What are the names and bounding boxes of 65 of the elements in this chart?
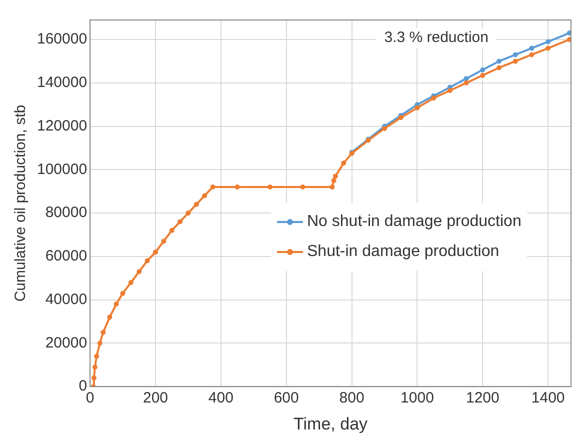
point: [114, 302, 119, 307]
point: [546, 39, 551, 44]
point: [464, 76, 469, 82]
point: [546, 46, 551, 51]
x-tick-label: 600: [274, 390, 299, 407]
point: [161, 238, 166, 244]
point: [136, 269, 142, 274]
point: [100, 330, 106, 335]
point: [480, 72, 486, 78]
point: [512, 58, 518, 64]
point: [431, 96, 436, 101]
x-tick-label: 1400: [531, 390, 565, 407]
x-tick-label: 800: [339, 390, 364, 407]
point: [529, 52, 534, 58]
point: [128, 280, 134, 285]
y-tick-label: 60000: [45, 248, 88, 265]
y-tick-label: 80000: [45, 204, 88, 222]
point: [268, 184, 272, 190]
y-tick-label: 0: [78, 378, 88, 395]
y-tick-label: 100000: [36, 160, 88, 178]
point: [414, 105, 420, 110]
x-tick-label: 400: [208, 390, 234, 407]
x-axis-title: Time, day: [294, 414, 368, 434]
point: [194, 202, 199, 207]
annotation: 3.3 % reduction: [384, 29, 488, 46]
point: [202, 193, 208, 198]
point: [186, 210, 191, 216]
y-tick-label: 40000: [45, 290, 88, 308]
point: [496, 58, 502, 64]
point: [178, 219, 183, 224]
legend-label: Shut-in damage production: [307, 243, 500, 262]
point: [464, 80, 469, 86]
y-tick-label: 120000: [36, 117, 88, 134]
point: [332, 174, 338, 179]
x-tick-label: 1200: [466, 390, 500, 407]
y-tick-label: 160000: [36, 30, 88, 48]
point: [398, 115, 404, 120]
y-axis-title: Cumulative oil production, stb: [12, 104, 30, 302]
point: [330, 184, 335, 190]
point: [91, 375, 96, 380]
x-tick-label: 1000: [400, 390, 434, 407]
point: [120, 290, 126, 296]
point: [529, 46, 534, 51]
y-tick-label: 20000: [45, 334, 88, 352]
point: [107, 314, 112, 320]
point: [97, 340, 102, 346]
point: [234, 184, 240, 190]
point: [210, 184, 216, 190]
y-tick-label: 140000: [36, 74, 88, 92]
point: [480, 67, 486, 72]
point: [512, 52, 518, 58]
point: [331, 178, 336, 184]
point: [169, 228, 174, 233]
x-tick-label: 200: [142, 390, 168, 407]
point: [566, 37, 571, 42]
legend-label: No shut-in damage production: [307, 213, 522, 232]
point: [496, 65, 502, 70]
point: [341, 160, 346, 166]
point: [92, 364, 98, 370]
point: [152, 250, 158, 255]
point: [566, 30, 571, 36]
point: [94, 354, 100, 359]
point: [144, 258, 150, 264]
point: [447, 88, 452, 93]
point: [300, 184, 306, 190]
